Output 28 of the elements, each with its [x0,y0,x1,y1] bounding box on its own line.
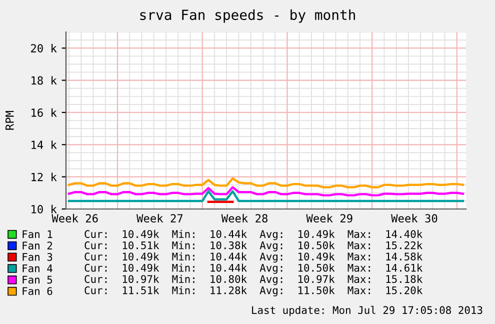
x-tick-label: Week 29 [306,214,352,223]
text: Cur: 11.51k Min: 11.28k Avg: 11.50k Max: 15.20k [84,286,422,296]
x-tick-label: Week 26 [52,214,98,223]
text: Cur: 10.51k Min: 10.38k Avg: 10.50k Max: 15.22k [84,241,422,252]
y-axis-title: RPM [6,110,14,130]
text: Cur: 10.49k Min: 10.44k Avg: 10.50k Max: 14.61k [84,264,422,274]
text: Last update: Mon Jul 29 17:05:08 2013 [252,306,482,316]
x-tick-label: Week 30 [391,214,438,223]
y-tick-label: 20 k [31,44,57,52]
y-tick-label: 12 k [32,172,57,182]
text: Cur: 10.49k Min: 10.44k Avg: 10.49k Max: 14.58k [84,252,422,263]
text: Cur: 10.49k Min: 10.44k Avg: 10.49k Max: 14.40k [84,230,422,240]
legend-label: Fan 6 [22,287,52,296]
y-tick-label: 10 k [32,204,57,214]
line-series [68,186,464,196]
legend-label: Fan 3 [22,253,52,261]
x-tick-label: Week 27 [136,214,183,223]
legend-label: Fan 5 [22,276,52,284]
chart-title: srva Fan speeds - by month [140,9,355,23]
y-tick-label: 18 k [32,76,57,85]
legend-label: Fan 2 [22,242,52,250]
line-series [68,177,464,188]
legend-label: Fan 4 [22,264,52,272]
text: Cur: 10.97k Min: 10.80k Avg: 10.97k Max: 15.18k [84,274,422,286]
y-tick-label: 14 k [32,140,57,149]
y-tick-label: 16 k [32,108,57,117]
legend-label: Fan 1 [22,230,52,238]
x-tick-label: Week 28 [221,214,268,223]
